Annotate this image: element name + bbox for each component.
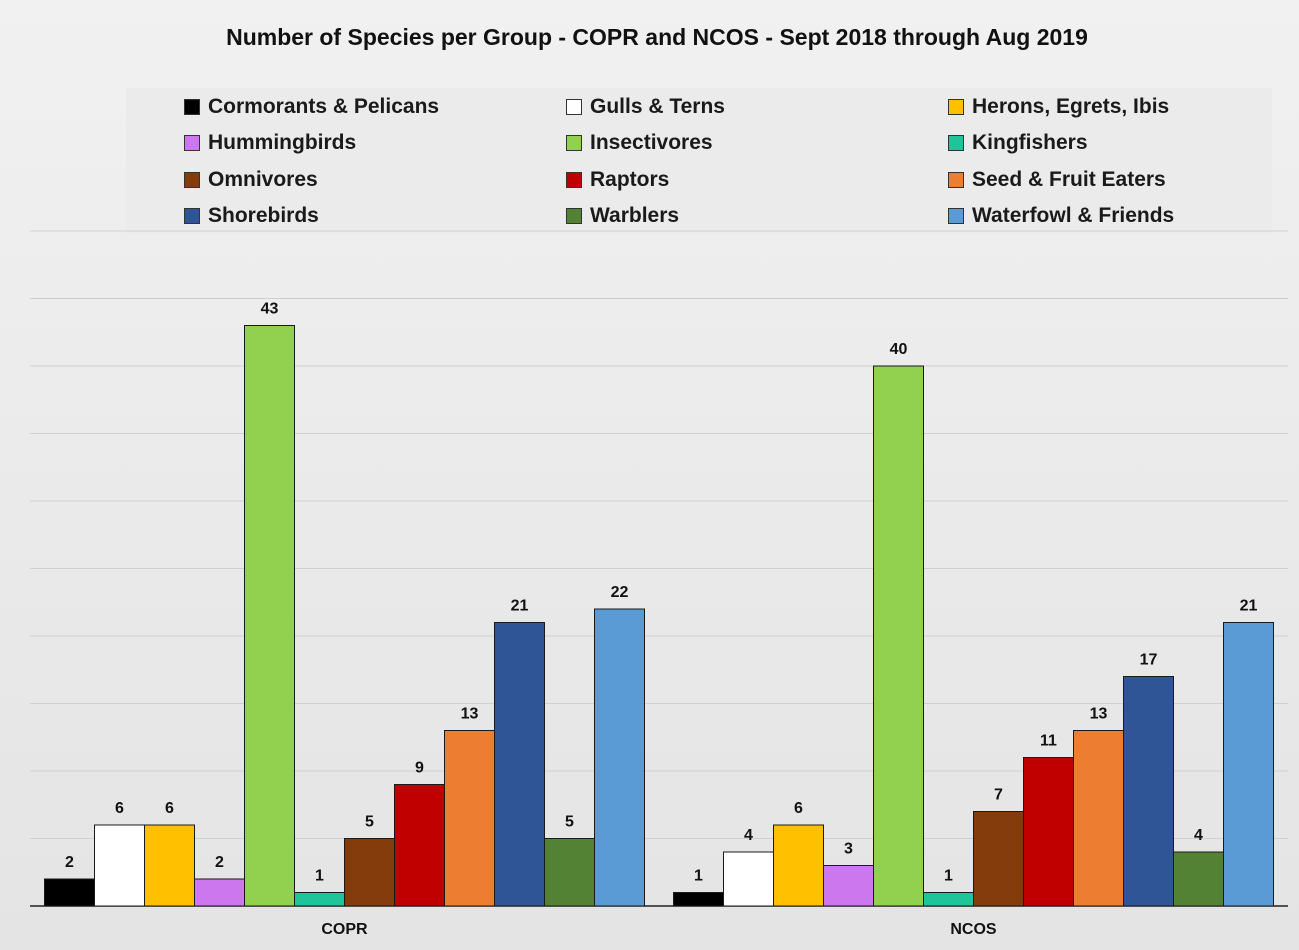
legend-item-seed-and-fruit-eaters: Seed & Fruit Eaters [948,168,1166,192]
legend-label: Warblers [590,204,680,227]
legend-label: Insectivores [590,131,713,154]
data-label: 9 [415,760,424,777]
data-label: 21 [1240,598,1258,615]
data-label: 11 [1040,733,1057,750]
legend-swatch [184,99,200,115]
legend-item-shorebirds: Shorebirds [184,204,319,228]
bar-ncos-kingfishers [923,892,974,907]
legend-label: Shorebirds [208,204,319,227]
data-label: 43 [261,301,279,318]
data-label: 4 [1194,827,1203,844]
legend-swatch [948,172,964,188]
bar-ncos-shorebirds [1123,676,1174,907]
legend-label: Seed & Fruit Eaters [972,168,1166,191]
data-label: 7 [994,787,1003,804]
legend-label: Gulls & Terns [590,95,725,118]
chart-title: Number of Species per Group - COPR and N… [226,24,1088,50]
bar-copr-insectivores [244,325,295,907]
legend-label: Cormorants & Pelicans [208,95,440,118]
data-label: 6 [165,800,174,817]
data-label: 21 [511,598,529,615]
legend-item-gulls-and-terns: Gulls & Terns [566,95,725,119]
legend-swatch [566,135,582,151]
legend-label: Herons, Egrets, Ibis [972,95,1170,118]
bar-copr-shorebirds [494,622,545,907]
data-label: 13 [461,706,479,723]
data-label: 4 [744,827,753,844]
bar-copr-waterfowl-and-friends [594,608,645,907]
legend-item-insectivores: Insectivores [566,131,713,155]
legend-item-waterfowl-and-friends: Waterfowl & Friends [948,204,1174,228]
data-label: 6 [115,800,124,817]
legend-label: Hummingbirds [208,131,357,154]
bar-ncos-cormorants-and-pelicans [673,892,724,907]
legend-swatch [948,99,964,115]
legend-item-cormorants-and-pelicans: Cormorants & Pelicans [184,95,439,119]
legend: Cormorants & Pelicans Gulls & Terns Herons… [126,88,1272,234]
legend-swatch [184,172,200,188]
bar-ncos-seed-and-fruit-eaters [1073,730,1124,907]
legend-swatch [566,99,582,115]
legend-swatch [566,208,582,224]
legend-item-warblers: Warblers [566,204,679,228]
bar-ncos-raptors [1023,757,1074,907]
data-label: 2 [65,854,74,871]
data-label: 17 [1140,652,1158,669]
bar-ncos-omnivores [973,811,1024,907]
legend-label: Kingfishers [972,131,1088,154]
category-label-ncos: NCOS [950,921,997,938]
bar-copr-kingfishers [294,892,345,907]
bar-ncos-gulls-and-terns [723,851,774,907]
legend-label: Raptors [590,168,670,191]
bar-copr-hummingbirds [194,878,245,907]
legend-swatch [566,172,582,188]
category-label-copr: COPR [321,921,368,938]
data-label: 13 [1090,706,1108,723]
data-label: 6 [794,800,803,817]
bar-ncos-warblers [1173,851,1224,907]
legend-item-omnivores: Omnivores [184,168,318,192]
data-label: 1 [944,868,953,885]
legend-item-kingfishers: Kingfishers [948,131,1088,155]
legend-item-hummingbirds: Hummingbirds [184,131,356,155]
legend-swatch [948,135,964,151]
data-label: 1 [315,868,324,885]
legend-label: Waterfowl & Friends [972,204,1175,227]
data-label: 2 [215,854,224,871]
data-label: 5 [565,814,574,831]
data-label: 1 [694,868,703,885]
bar-copr-cormorants-and-pelicans [44,878,95,907]
legend-label: Omnivores [208,168,318,191]
data-label: 40 [890,341,908,358]
bar-ncos-hummingbirds [823,865,874,907]
bar-ncos-herons-egrets-ibis [773,824,824,907]
bar-copr-omnivores [344,838,395,907]
data-label: 3 [844,841,853,858]
data-label: 5 [365,814,374,831]
bar-copr-raptors [394,784,445,907]
bar-ncos-waterfowl-and-friends [1223,622,1274,907]
bar-copr-warblers [544,838,595,907]
data-label: 22 [611,584,629,601]
bar-copr-gulls-and-terns [94,824,145,907]
legend-item-herons-egrets-ibis: Herons, Egrets, Ibis [948,95,1169,119]
bar-copr-herons-egrets-ibis [144,824,195,907]
legend-swatch [948,208,964,224]
legend-swatch [184,135,200,151]
legend-swatch [184,208,200,224]
bar-ncos-insectivores [873,365,924,907]
legend-item-raptors: Raptors [566,168,669,192]
bar-copr-seed-and-fruit-eaters [444,730,495,907]
